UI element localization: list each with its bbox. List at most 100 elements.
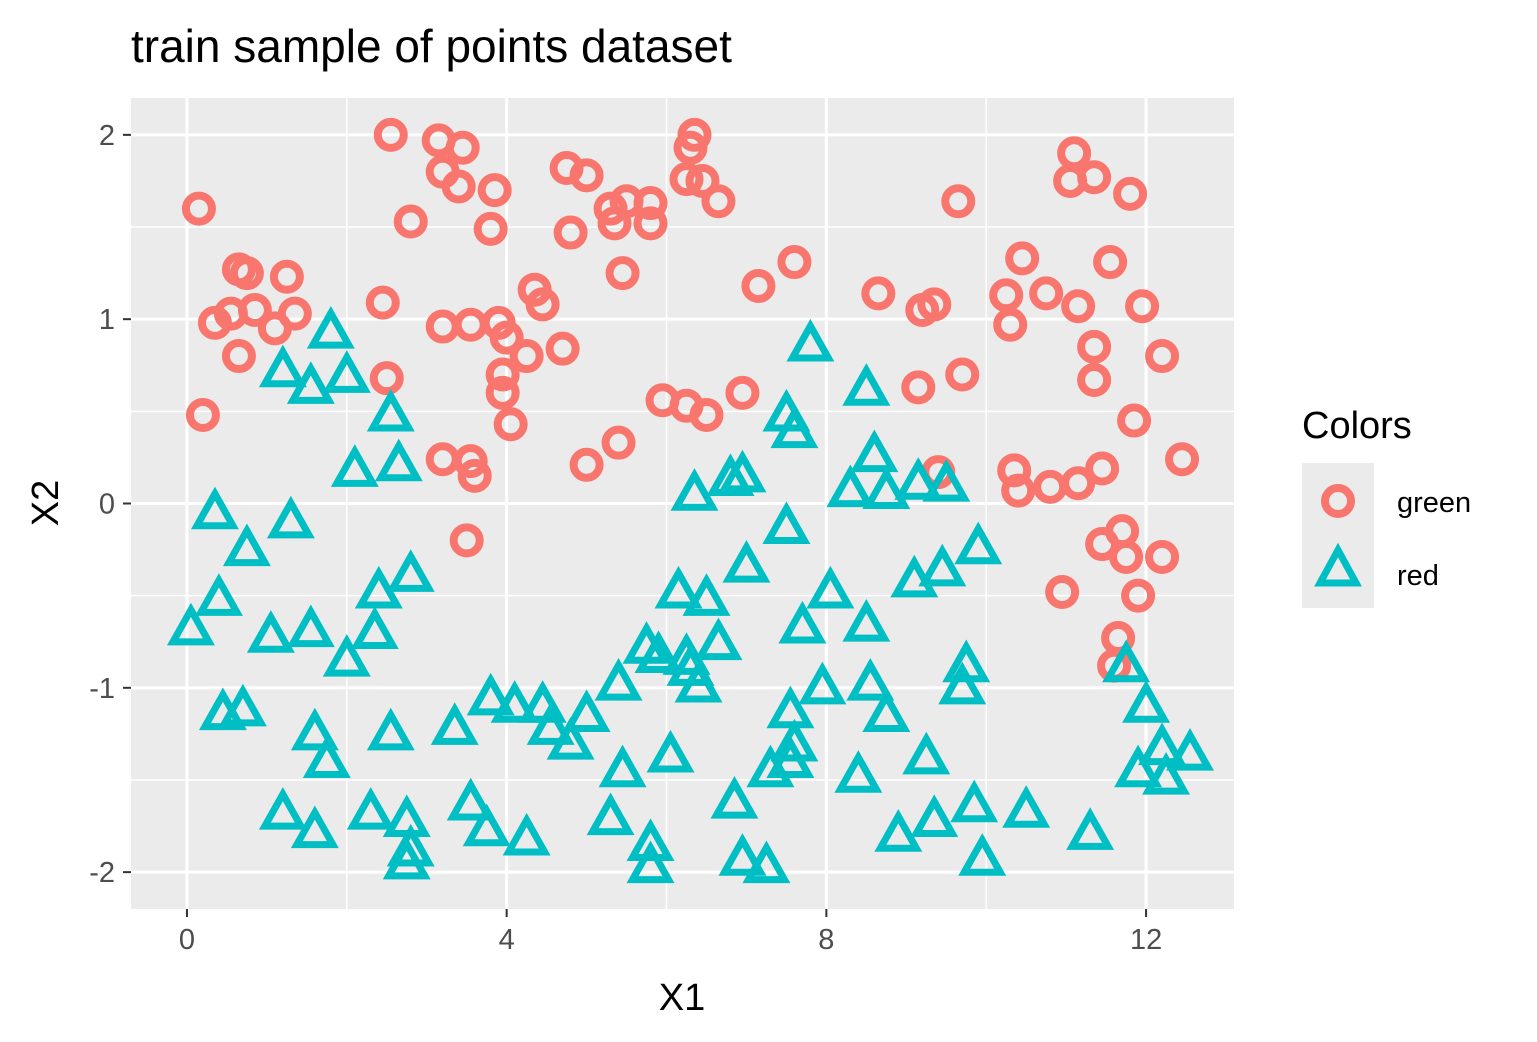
data-point-green <box>633 186 668 221</box>
y-axis-title: X2 <box>25 480 67 526</box>
data-point-red <box>386 823 435 867</box>
data-point-green <box>1077 363 1112 398</box>
data-point-red <box>490 680 539 723</box>
data-point-red <box>306 305 355 349</box>
data-point-red <box>626 818 675 861</box>
data-point-red <box>1114 744 1163 788</box>
data-point-red <box>1002 785 1051 828</box>
data-point-green <box>185 398 220 433</box>
data-point-green <box>1029 276 1064 311</box>
data-point-green <box>493 407 528 442</box>
data-point-green <box>509 339 544 374</box>
data-point-green <box>689 398 724 433</box>
data-point-red <box>670 468 719 511</box>
data-point-red <box>246 610 295 653</box>
data-point-red <box>430 702 479 745</box>
y-tick-label: -2 <box>89 857 115 889</box>
data-point-red <box>682 573 731 616</box>
data-point-green <box>1077 329 1112 364</box>
data-point-green <box>993 307 1028 342</box>
data-point-red <box>286 361 335 404</box>
data-point-red <box>778 600 827 644</box>
data-point-red <box>222 523 271 567</box>
data-point-red <box>654 565 703 609</box>
data-point-red <box>258 344 307 388</box>
data-point-red <box>770 718 819 762</box>
x-axis-title: X1 <box>659 977 705 1019</box>
data-point-green <box>1061 289 1096 324</box>
data-point-green <box>277 296 312 331</box>
x-tick-label: 8 <box>818 924 834 956</box>
data-points <box>166 117 1215 884</box>
data-point-green <box>569 158 604 193</box>
data-point-red <box>842 599 891 642</box>
data-point-red <box>594 657 643 701</box>
data-point-red <box>1142 751 1191 795</box>
y-tick-label: 1 <box>99 304 115 336</box>
x-tick-label: 12 <box>1130 924 1162 956</box>
data-point-red <box>366 707 415 751</box>
axis-ticks <box>123 133 1148 917</box>
data-point-red <box>842 363 891 406</box>
legend-label-red: red <box>1397 560 1439 592</box>
data-point-green <box>861 276 896 311</box>
data-point-red <box>826 464 875 508</box>
data-point-green <box>453 444 488 479</box>
data-point-green <box>917 287 952 322</box>
data-point-red <box>918 543 967 587</box>
data-point-green <box>685 163 720 198</box>
legend-title: Colors <box>1302 405 1412 447</box>
data-point-green <box>1005 241 1040 276</box>
data-point-green <box>605 256 640 291</box>
data-point-red <box>834 750 883 793</box>
y-tick-label: 2 <box>99 120 115 152</box>
data-point-green <box>1001 473 1036 508</box>
data-point-green <box>1061 466 1096 501</box>
data-point-green <box>1045 574 1080 609</box>
data-point-green <box>269 259 304 294</box>
data-point-green <box>1085 451 1120 486</box>
data-point-red <box>1122 680 1171 723</box>
data-point-green <box>725 375 760 410</box>
data-point-green <box>365 285 400 320</box>
data-point-red <box>806 565 855 609</box>
data-point-red <box>462 803 511 847</box>
data-point-red <box>770 405 819 449</box>
data-point-red <box>762 501 811 544</box>
data-point-red <box>374 438 423 482</box>
data-point-green <box>237 292 272 327</box>
data-point-red <box>942 639 991 683</box>
data-point-red <box>766 685 815 729</box>
data-point-red <box>710 775 759 819</box>
data-point-green <box>553 215 588 250</box>
data-point-green <box>545 331 580 366</box>
data-point-green <box>1165 442 1200 477</box>
data-point-red <box>626 840 675 884</box>
data-point-red <box>874 809 923 852</box>
data-point-red <box>894 457 943 500</box>
data-point-red <box>922 458 971 502</box>
data-point-green <box>741 269 776 304</box>
data-point-red <box>446 777 495 821</box>
data-point-green <box>477 173 512 208</box>
data-point-green <box>1121 578 1156 613</box>
data-point-red <box>546 716 595 760</box>
data-point-green <box>181 191 216 226</box>
data-point-red <box>354 565 403 609</box>
data-point-red <box>194 573 243 616</box>
data-point-red <box>910 794 959 838</box>
data-point-green <box>457 458 492 493</box>
data-point-red <box>330 444 379 487</box>
legend-circle-icon <box>1321 484 1355 518</box>
data-point-red <box>1102 639 1151 683</box>
data-point-red <box>846 657 895 701</box>
data-point-green <box>677 117 712 152</box>
data-point-red <box>386 549 435 592</box>
data-point-red <box>798 661 847 705</box>
data-point-red <box>706 453 755 497</box>
data-point-green <box>473 211 508 246</box>
data-point-green <box>221 339 256 374</box>
data-point-green <box>525 287 560 322</box>
data-point-green <box>941 184 976 219</box>
